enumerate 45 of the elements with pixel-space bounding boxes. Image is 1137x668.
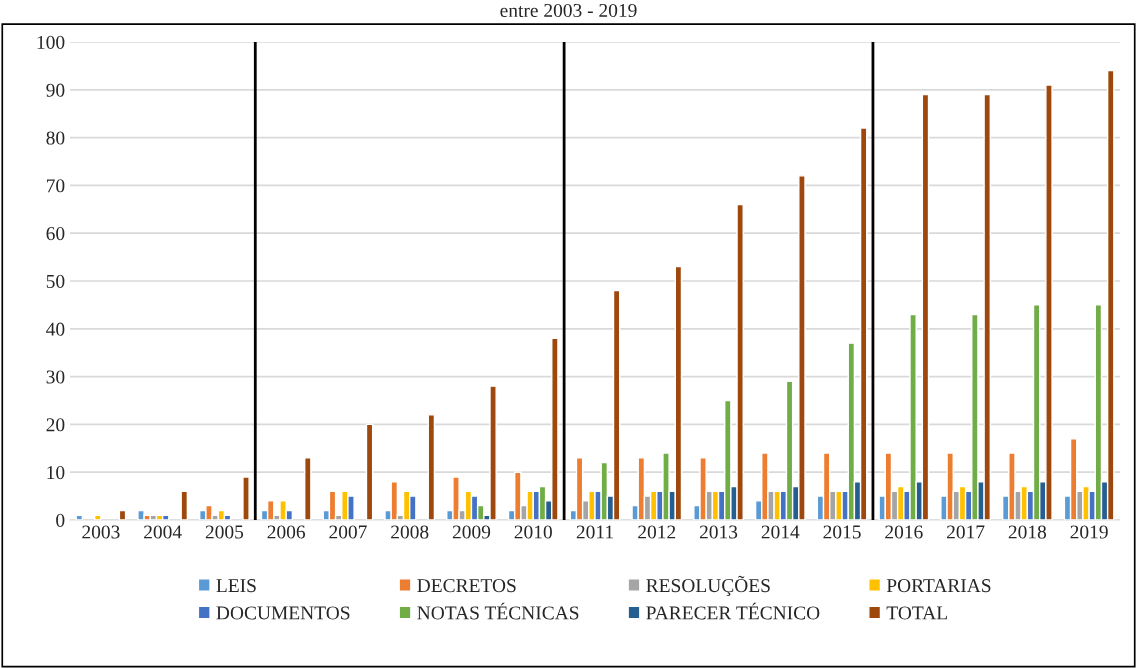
x-tick-label: 2013 bbox=[699, 525, 738, 539]
y-tick-label: 90 bbox=[46, 83, 65, 97]
chart-title: entre 2003 - 2019 bbox=[500, 3, 637, 18]
x-tick-label: 2018 bbox=[1008, 525, 1047, 539]
y-tick-label: 10 bbox=[47, 466, 65, 480]
x-tick-label: 2011 bbox=[576, 525, 613, 539]
x-tick-label: 2010 bbox=[514, 525, 552, 539]
x-tick-label: 2015 bbox=[823, 525, 861, 539]
x-tick-label: 2005 bbox=[205, 525, 244, 539]
legend-label: LEIS bbox=[216, 579, 256, 593]
legend-label: DOCUMENTOS bbox=[216, 606, 350, 620]
x-tick-label: 2006 bbox=[267, 525, 306, 539]
legend-label: PORTARIAS bbox=[886, 579, 991, 593]
x-tick-label: 2019 bbox=[1070, 525, 1108, 539]
y-tick-label: 100 bbox=[37, 35, 65, 49]
y-tick-label: 20 bbox=[46, 418, 65, 432]
bar bbox=[75, 514, 84, 520]
legend-label: RESOLUÇÕES bbox=[646, 575, 770, 597]
legend-label: DECRETOS bbox=[417, 579, 516, 593]
x-tick-label: 2014 bbox=[761, 525, 800, 539]
legend-label: PARECER TÉCNICO bbox=[646, 602, 820, 620]
legend-label: NOTAS TÉCNICAS bbox=[417, 602, 579, 620]
x-tick-label: 2012 bbox=[638, 525, 676, 539]
y-tick-label: 80 bbox=[46, 131, 65, 145]
y-tick-label: 30 bbox=[46, 370, 65, 384]
x-tick-label: 2008 bbox=[391, 525, 429, 539]
x-tick-label: 2017 bbox=[947, 525, 985, 539]
x-tick-label: 2016 bbox=[885, 525, 923, 539]
x-tick-label: 2004 bbox=[144, 525, 182, 539]
legend-label: TOTAL bbox=[886, 606, 947, 620]
x-tick-label: 2009 bbox=[452, 525, 491, 539]
bar bbox=[365, 423, 374, 520]
bar bbox=[427, 414, 436, 520]
bar bbox=[304, 457, 312, 520]
y-tick-label: 40 bbox=[46, 322, 65, 336]
y-tick-label: 50 bbox=[46, 274, 65, 288]
y-tick-label: 0 bbox=[56, 513, 65, 527]
x-tick-label: 2007 bbox=[329, 525, 367, 539]
bar bbox=[94, 514, 102, 520]
y-tick-label: 60 bbox=[46, 227, 65, 241]
bar bbox=[118, 509, 127, 520]
bar bbox=[180, 490, 189, 520]
y-tick-label: 70 bbox=[46, 179, 65, 193]
bar bbox=[242, 476, 250, 520]
x-tick-label: 2003 bbox=[82, 525, 120, 539]
